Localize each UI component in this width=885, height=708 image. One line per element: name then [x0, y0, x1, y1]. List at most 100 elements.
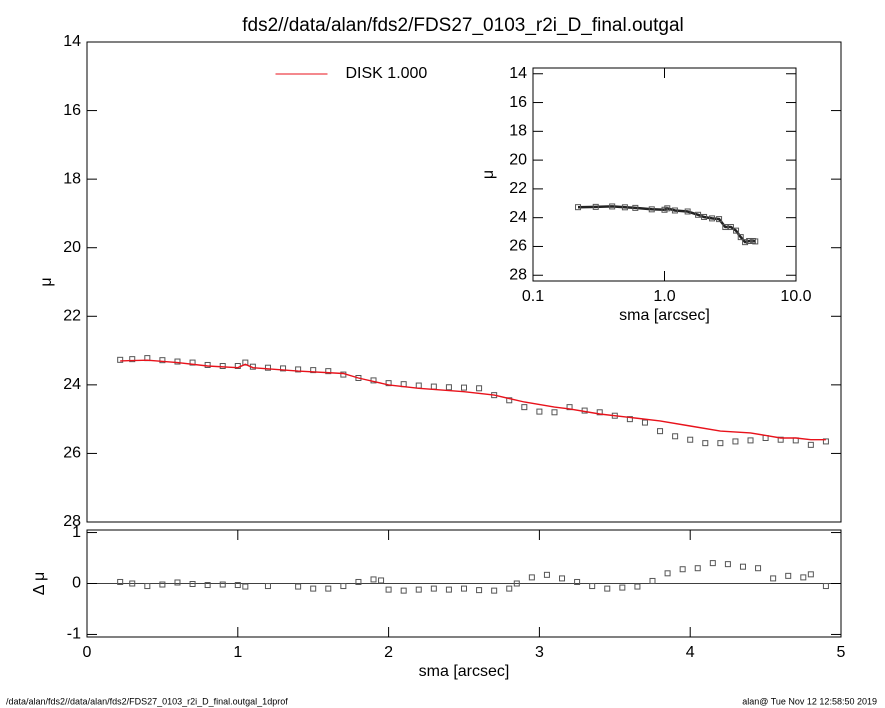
data-point: [559, 575, 566, 582]
data-point: [325, 368, 332, 375]
y-tick-label: 28: [63, 513, 81, 530]
x-tick-label: 2: [384, 644, 393, 661]
data-point: [144, 583, 151, 590]
data-point: [657, 428, 664, 435]
data-point: [800, 574, 807, 581]
data-point: [702, 440, 709, 447]
data-point: [701, 213, 708, 220]
data-point: [295, 366, 302, 373]
y-tick-label: 1: [72, 524, 81, 541]
plot-frame: [532, 67, 797, 282]
data-point: [634, 583, 641, 590]
data-point: [770, 575, 777, 582]
data-point: [461, 384, 467, 391]
data-point: [234, 582, 241, 589]
data-point: [204, 361, 211, 368]
y-tick-label: 24: [63, 376, 81, 393]
data-point: [400, 587, 407, 594]
data-point: [543, 571, 550, 578]
data-point: [709, 215, 716, 222]
data-point: [385, 380, 392, 387]
data-point: [592, 203, 599, 210]
data-point: [747, 437, 754, 444]
data-point: [445, 384, 452, 391]
data-point: [310, 367, 317, 374]
y-tick-label: 16: [509, 94, 527, 111]
data-point: [280, 365, 287, 372]
data-point: [664, 205, 671, 212]
y-tick-label: 22: [509, 180, 527, 197]
x-tick-label: 0.1: [522, 288, 544, 305]
data-point: [694, 565, 701, 572]
data-point: [325, 585, 332, 592]
data-point: [159, 357, 166, 364]
data-point: [264, 583, 271, 590]
data-point: [716, 216, 723, 223]
y-tick-label: 18: [509, 123, 527, 140]
y-tick-label: 28: [509, 266, 527, 283]
data-point: [684, 208, 691, 215]
y-tick-label: 22: [63, 308, 81, 325]
y-tick-label: 26: [509, 238, 527, 255]
data-point: [476, 587, 483, 594]
data-point: [370, 576, 377, 583]
data-point: [575, 204, 582, 211]
y-tick-label: 20: [509, 151, 527, 168]
data-point: [822, 438, 829, 445]
data-point: [491, 587, 498, 594]
y-tick-label: 16: [63, 102, 81, 119]
data-point: [709, 560, 716, 567]
x-tick-label: 1: [233, 644, 242, 661]
data-point: [621, 204, 628, 211]
data-point: [733, 227, 740, 234]
y-tick-label: 20: [63, 239, 81, 256]
y-tick-label: -1: [67, 626, 81, 643]
data-point: [717, 440, 724, 447]
data-point: [129, 580, 136, 587]
data-point: [679, 566, 686, 573]
data-point: [632, 204, 639, 211]
data-point: [724, 561, 731, 568]
data-point: [737, 234, 744, 241]
data-point: [242, 583, 249, 590]
data-line: [120, 359, 826, 441]
data-point: [159, 581, 166, 588]
legend-label: DISK 1.000: [346, 65, 428, 82]
footer-left: /data/alan/fds2//data/alan/fds2/FDS27_01…: [6, 696, 288, 706]
data-point: [129, 356, 136, 363]
data-point: [536, 408, 543, 415]
data-point: [695, 211, 702, 218]
data-point: [672, 433, 679, 440]
x-tick-label: 1.0: [653, 288, 675, 305]
data-point: [430, 383, 437, 390]
data-point: [445, 586, 452, 593]
data-point: [742, 239, 749, 246]
data-point: [189, 359, 196, 366]
x-tick-label: 5: [837, 644, 846, 661]
data-point: [574, 578, 581, 585]
y-tick-label: 24: [509, 209, 527, 226]
data-point: [649, 577, 656, 584]
data-point: [378, 577, 385, 584]
data-point: [589, 583, 596, 590]
data-point: [521, 404, 528, 411]
x-tick-label: 4: [686, 644, 695, 661]
data-point: [746, 237, 753, 244]
data-point: [777, 436, 784, 443]
footer-right: alan@ Tue Nov 12 12:58:50 2019: [742, 696, 877, 706]
data-point: [785, 572, 792, 579]
data-point: [739, 563, 746, 570]
data-point: [355, 578, 362, 585]
x-tick-label: 10.0: [780, 288, 811, 305]
data-point: [385, 586, 392, 593]
data-point: [722, 224, 729, 231]
data-point: [727, 224, 734, 231]
x-tick-label: 0: [83, 644, 92, 661]
data-point: [641, 419, 648, 426]
data-point: [807, 441, 814, 448]
data-point: [604, 585, 611, 592]
x-axis-label: sma [arcsec]: [619, 307, 710, 324]
x-axis-label: sma [arcsec]: [419, 663, 510, 680]
data-point: [340, 583, 347, 590]
